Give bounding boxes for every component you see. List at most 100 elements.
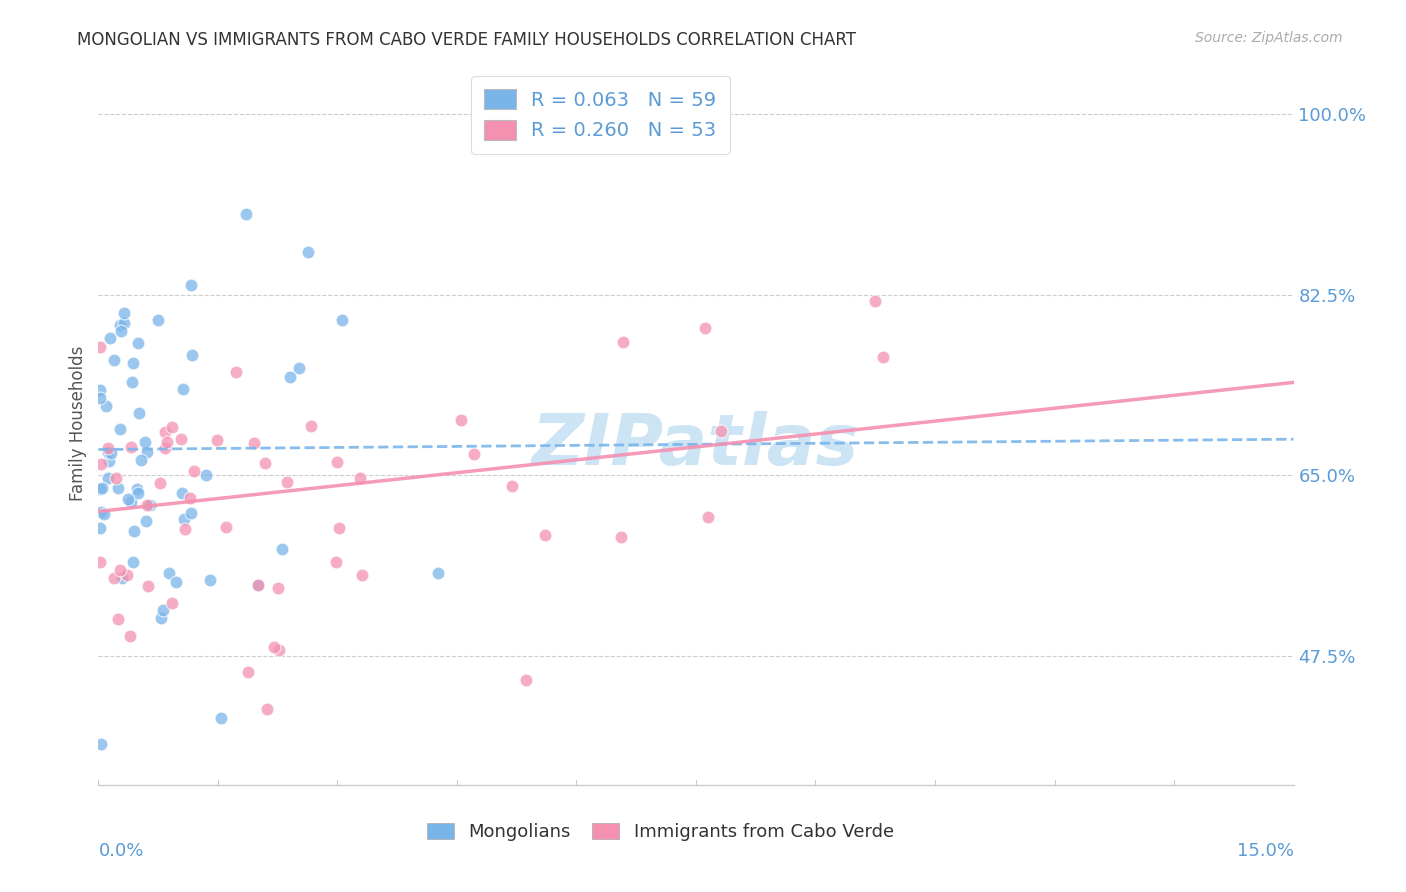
Point	[269, 643, 291, 657]
Point	[117, 491, 139, 506]
Point	[170, 432, 193, 446]
Point	[97, 471, 120, 485]
Point	[97, 444, 120, 458]
Point	[173, 512, 195, 526]
Point	[108, 422, 131, 436]
Point	[330, 312, 353, 326]
Point	[89, 520, 111, 534]
Text: 15.0%: 15.0%	[1236, 842, 1294, 860]
Point	[97, 441, 120, 455]
Point	[138, 498, 160, 512]
Point	[153, 425, 176, 440]
Point	[125, 483, 148, 497]
Point	[89, 384, 111, 398]
Point	[195, 467, 218, 482]
Point	[610, 530, 633, 544]
Point	[121, 375, 143, 389]
Point	[160, 420, 183, 434]
Point	[135, 514, 157, 528]
Point	[450, 413, 472, 427]
Point	[105, 471, 128, 485]
Point	[89, 391, 111, 405]
Point	[165, 574, 187, 589]
Point	[235, 207, 257, 221]
Point	[120, 440, 142, 454]
Point	[93, 507, 115, 521]
Point	[238, 665, 260, 679]
Point	[136, 445, 159, 459]
Point	[215, 520, 238, 534]
Point	[254, 456, 277, 470]
Point	[299, 419, 322, 434]
Point	[96, 399, 118, 413]
Point	[263, 640, 285, 654]
Point	[98, 331, 121, 345]
Point	[98, 453, 121, 467]
Point	[146, 312, 169, 326]
Point	[180, 348, 202, 362]
Point	[246, 578, 269, 592]
Point	[89, 340, 111, 354]
Point	[710, 424, 733, 438]
Point	[225, 365, 247, 379]
Point	[103, 572, 125, 586]
Point	[120, 495, 142, 509]
Point	[103, 352, 125, 367]
Point	[278, 370, 301, 384]
Point	[350, 568, 373, 582]
Point	[91, 481, 114, 495]
Point	[162, 596, 184, 610]
Point	[90, 737, 112, 751]
Point	[180, 277, 202, 292]
Point	[122, 356, 145, 370]
Point	[198, 573, 221, 587]
Point	[276, 475, 298, 489]
Point	[112, 306, 135, 320]
Point	[328, 521, 350, 535]
Point	[183, 465, 205, 479]
Text: 0.0%: 0.0%	[98, 842, 143, 860]
Point	[107, 612, 129, 626]
Point	[134, 434, 156, 449]
Point	[112, 317, 135, 331]
Point	[863, 294, 886, 309]
Point	[127, 336, 149, 351]
Point	[697, 510, 720, 524]
Point	[297, 245, 319, 260]
Point	[89, 482, 111, 496]
Point	[155, 434, 177, 449]
Point	[695, 320, 717, 334]
Point	[118, 629, 141, 643]
Point	[172, 485, 194, 500]
Point	[247, 578, 270, 592]
Point	[128, 406, 150, 420]
Legend: R = 0.063   N = 59, R = 0.260   N = 53: R = 0.063 N = 59, R = 0.260 N = 53	[471, 76, 730, 153]
Point	[271, 541, 294, 556]
Point	[243, 435, 266, 450]
Point	[90, 457, 112, 471]
Y-axis label: Family Households: Family Households	[69, 346, 87, 501]
Point	[121, 555, 143, 569]
Point	[256, 701, 278, 715]
Text: Source: ZipAtlas.com: Source: ZipAtlas.com	[1195, 31, 1343, 45]
Point	[152, 603, 174, 617]
Point	[515, 673, 537, 687]
Point	[180, 507, 202, 521]
Point	[872, 350, 894, 364]
Point	[209, 710, 232, 724]
Point	[90, 505, 112, 519]
Point	[288, 361, 311, 376]
Point	[127, 486, 149, 500]
Point	[89, 555, 111, 569]
Point	[349, 471, 371, 485]
Point	[179, 491, 201, 505]
Point	[153, 441, 176, 455]
Point	[174, 522, 197, 536]
Point	[426, 566, 449, 580]
Point	[108, 563, 131, 577]
Point	[129, 452, 152, 467]
Point	[108, 318, 131, 333]
Point	[136, 579, 159, 593]
Point	[205, 433, 228, 447]
Point	[612, 335, 634, 350]
